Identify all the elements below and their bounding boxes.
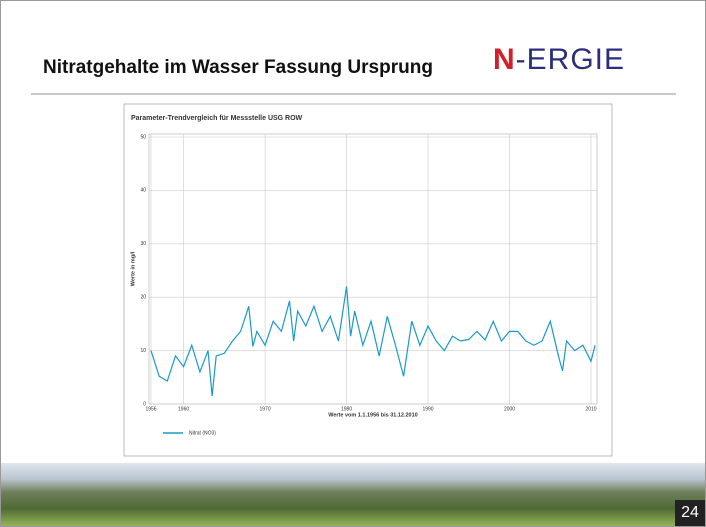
y-tick-label: 30	[140, 241, 146, 247]
slide: Nitratgehalte im Wasser Fassung Ursprung…	[0, 0, 706, 527]
x-tick-label: 1990	[422, 406, 433, 412]
x-tick-label: 1956	[145, 406, 156, 412]
y-tick-label: 20	[140, 295, 146, 301]
x-tick-label: 2010	[585, 406, 596, 412]
y-tick-label: 10	[140, 348, 146, 354]
y-axis-title: Werte in mg/l	[130, 251, 136, 286]
y-tick-label: 50	[140, 134, 146, 140]
legend-label: Nitrat (NO3)	[189, 430, 216, 436]
x-tick-label: 1970	[260, 406, 271, 412]
x-tick-label: 2000	[504, 406, 515, 412]
x-tick-label: 1980	[341, 406, 352, 412]
x-tick-label: 1960	[178, 406, 189, 412]
y-tick-label: 40	[140, 188, 146, 194]
x-axis-title: Werte vom 1.1.1956 bis 31.12.2010	[328, 412, 418, 418]
chart-title: Parameter-Trendvergleich für Messstelle …	[131, 115, 303, 122]
chart: Parameter-Trendvergleich für Messstelle …	[1, 1, 706, 527]
chart-frame	[124, 104, 612, 456]
